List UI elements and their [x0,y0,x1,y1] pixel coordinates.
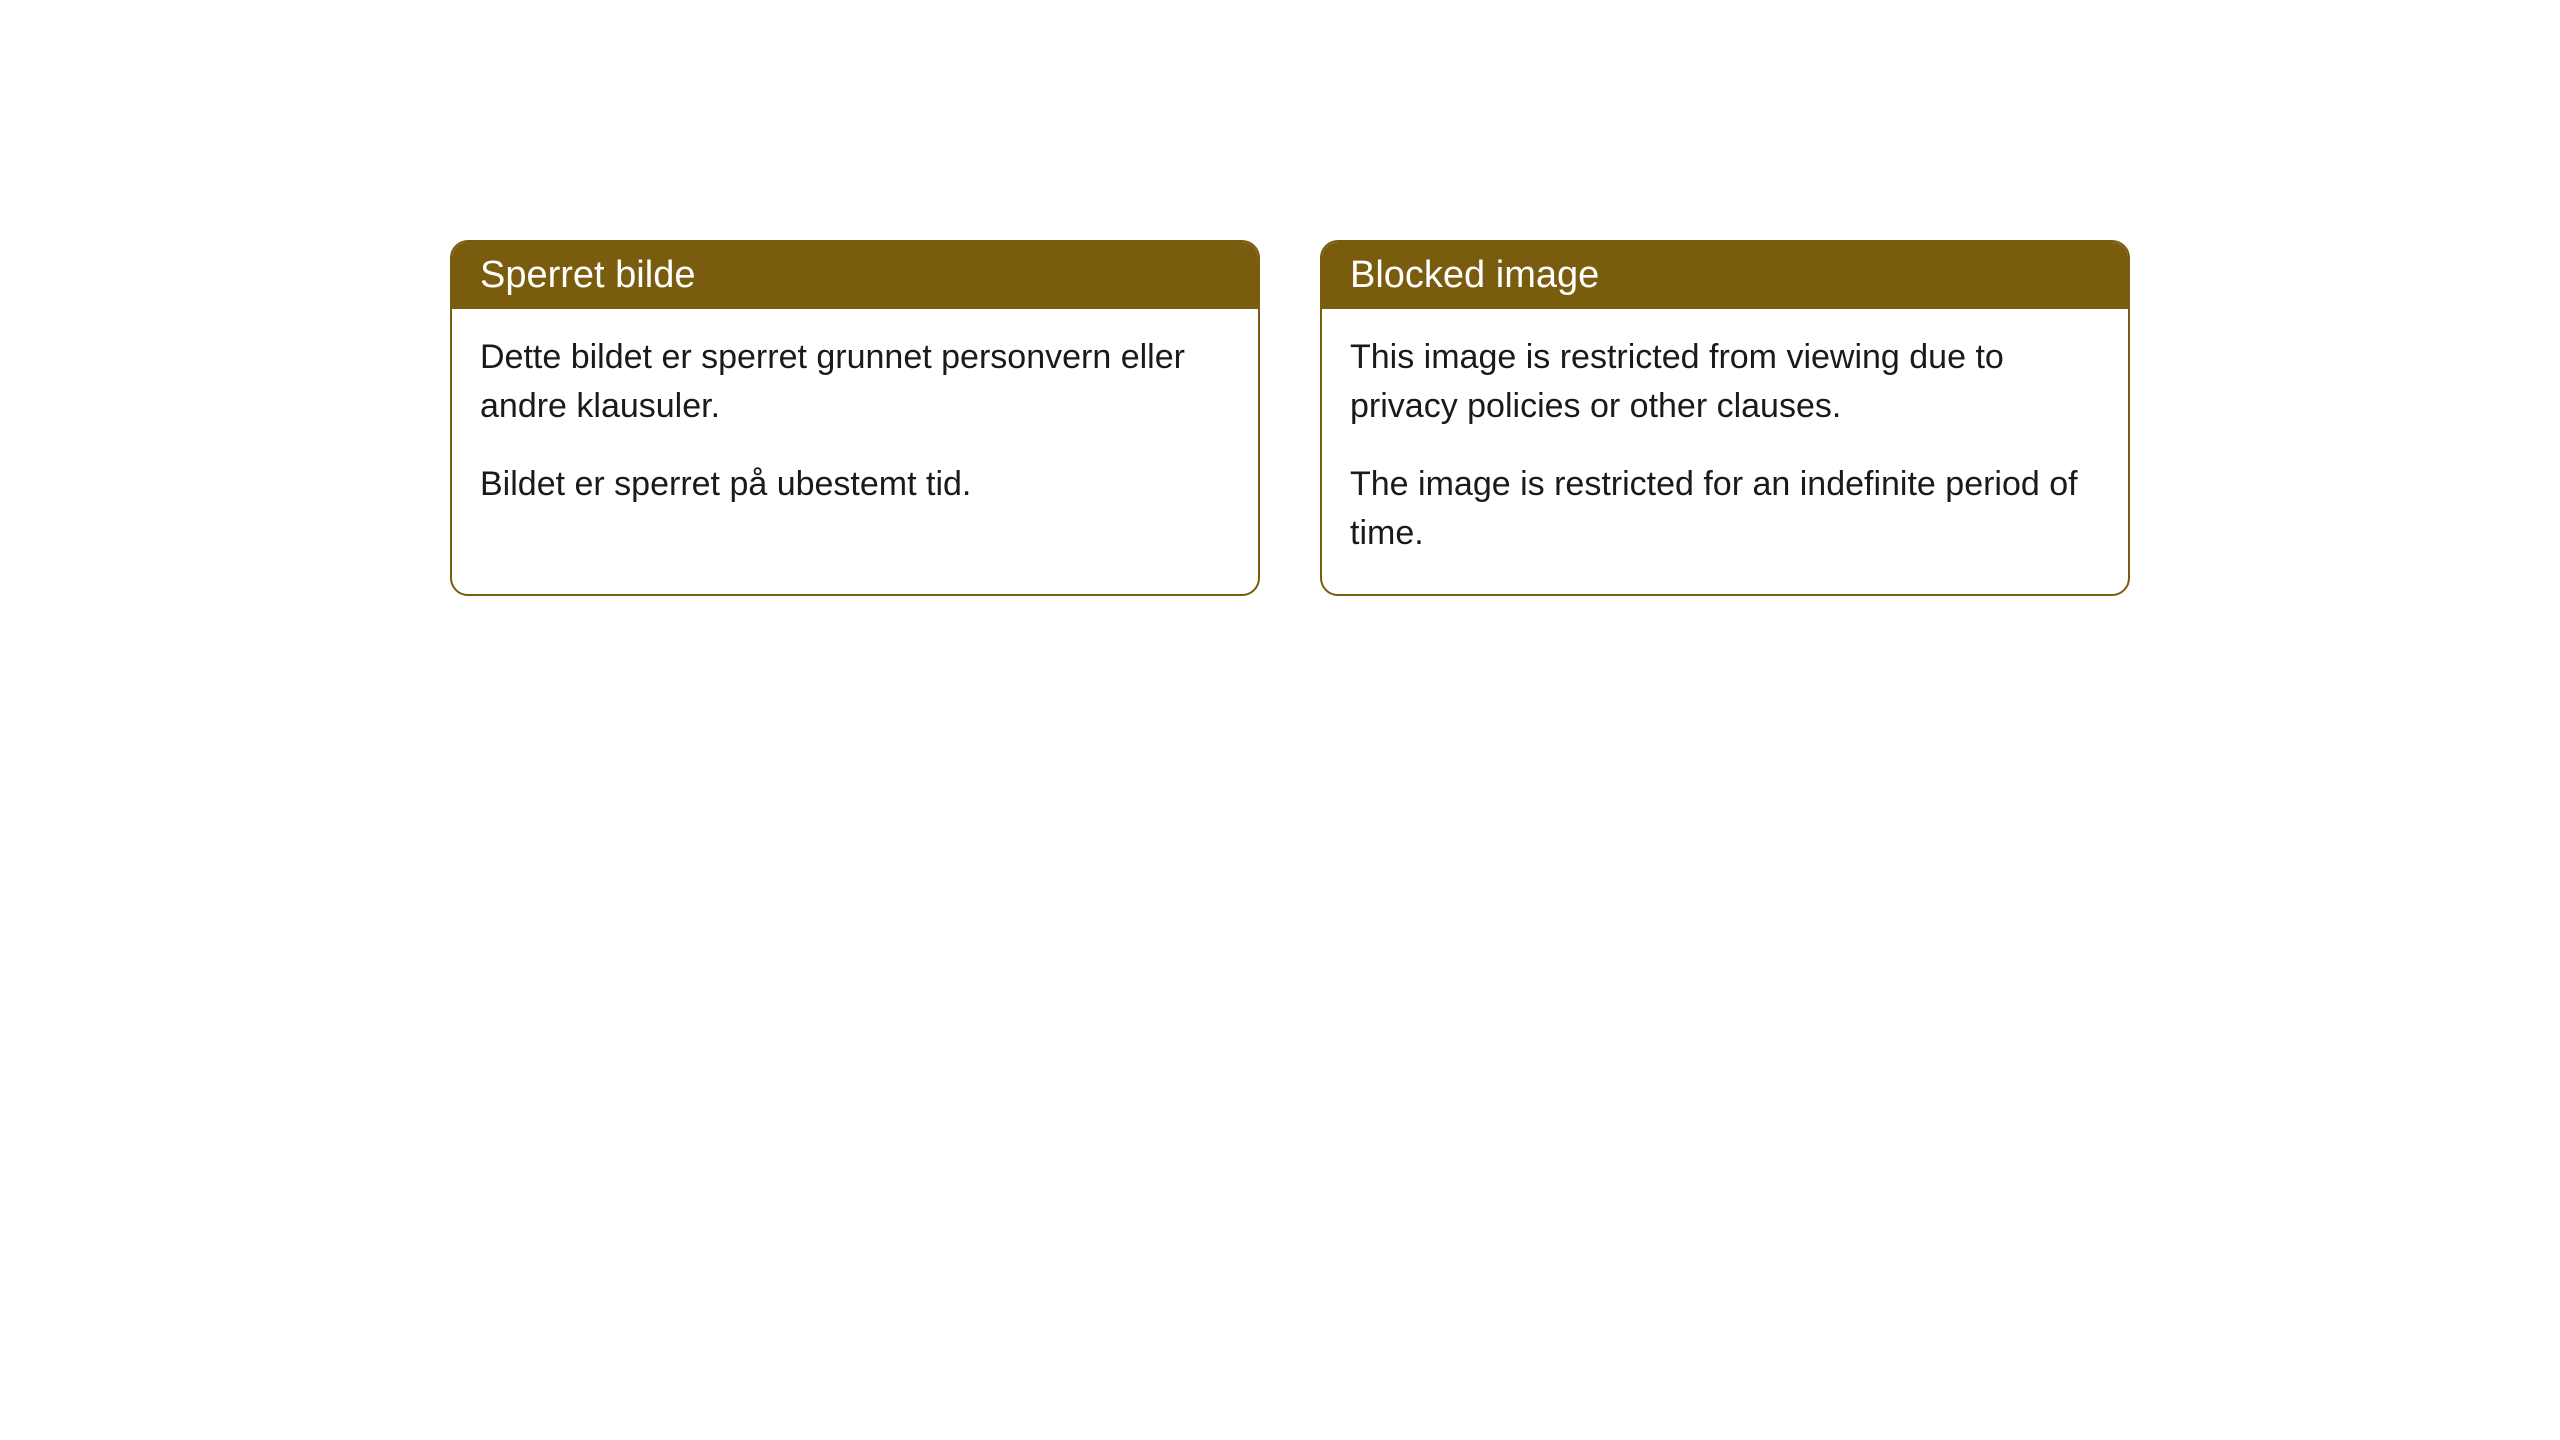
card-title: Blocked image [1350,254,1599,296]
card-header: Sperret bilde [452,242,1258,309]
card-paragraph: This image is restricted from viewing du… [1350,333,2100,432]
card-header: Blocked image [1322,242,2128,309]
blocked-image-card-no: Sperret bilde Dette bildet er sperret gr… [450,240,1260,596]
card-paragraph: The image is restricted for an indefinit… [1350,460,2100,559]
card-body: This image is restricted from viewing du… [1322,309,2128,594]
card-paragraph: Bildet er sperret på ubestemt tid. [480,460,1230,509]
blocked-image-card-en: Blocked image This image is restricted f… [1320,240,2130,596]
cards-container: Sperret bilde Dette bildet er sperret gr… [0,0,2560,596]
card-body: Dette bildet er sperret grunnet personve… [452,309,1258,545]
card-paragraph: Dette bildet er sperret grunnet personve… [480,333,1230,432]
card-title: Sperret bilde [480,254,695,296]
